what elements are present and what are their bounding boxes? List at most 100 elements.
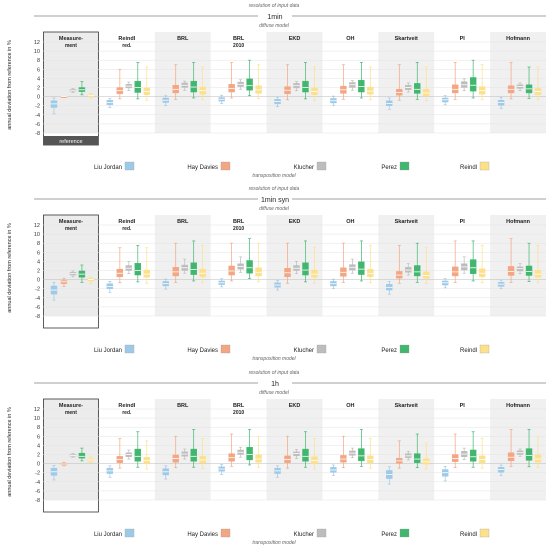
box bbox=[507, 266, 515, 276]
y-tick-label: -8 bbox=[35, 498, 40, 504]
box bbox=[414, 453, 421, 463]
legend-label: Perez bbox=[381, 348, 397, 354]
diffuse-model-label: BRL bbox=[233, 219, 245, 225]
legend-label: Hay Davies bbox=[187, 532, 218, 538]
box bbox=[228, 265, 235, 276]
legend-swatch bbox=[316, 528, 327, 538]
legend-swatch bbox=[220, 344, 231, 354]
legend-swatch bbox=[316, 161, 327, 171]
box bbox=[367, 86, 374, 95]
box bbox=[143, 269, 150, 278]
box bbox=[469, 449, 477, 462]
box bbox=[451, 84, 459, 94]
y-tick-label: 12 bbox=[34, 223, 40, 229]
diffuse-model-label: Reindl bbox=[118, 219, 135, 225]
y-tick-label: 10 bbox=[34, 416, 40, 422]
legend-label: Liu Jordan bbox=[94, 165, 122, 171]
diffuse-label: diffuse model bbox=[259, 206, 290, 212]
box bbox=[423, 458, 430, 465]
y-tick-label: -8 bbox=[35, 131, 40, 137]
diffuse-model-label: BRL bbox=[233, 403, 245, 409]
diffuse-model-sublabel: ment bbox=[65, 410, 77, 416]
diffuse-model-sublabel: ment bbox=[65, 43, 77, 49]
legend-label: Klucher bbox=[294, 348, 314, 354]
box bbox=[134, 263, 142, 276]
box bbox=[246, 447, 253, 461]
box bbox=[451, 454, 459, 462]
box bbox=[134, 80, 142, 93]
legend-label: Klucher bbox=[294, 165, 314, 171]
chart-title: 1min bbox=[267, 14, 282, 21]
diffuse-model-label: OH bbox=[346, 403, 354, 409]
diffuse-model-label: Reindl bbox=[118, 403, 135, 409]
column-shade bbox=[43, 399, 99, 500]
reference-frame bbox=[43, 398, 99, 513]
y-tick-label: 0 bbox=[37, 462, 40, 468]
y-tick-label: -8 bbox=[35, 314, 40, 320]
legend-swatch bbox=[220, 528, 231, 538]
box bbox=[469, 77, 477, 92]
column-shade bbox=[378, 215, 435, 316]
box bbox=[358, 448, 365, 462]
y-axis-label: annual deviation from reference in % bbox=[7, 223, 13, 313]
box bbox=[190, 448, 197, 462]
box bbox=[507, 452, 515, 462]
transposition-label: transposition model bbox=[252, 173, 296, 179]
y-tick-label: 4 bbox=[37, 76, 40, 82]
legend-swatch bbox=[124, 344, 135, 354]
y-tick-label: 6 bbox=[37, 67, 40, 73]
diffuse-model-label: EKD bbox=[289, 36, 301, 42]
legend-label: Reindl bbox=[460, 165, 477, 171]
column-shade bbox=[43, 32, 99, 133]
column-shade bbox=[490, 215, 546, 316]
box bbox=[367, 268, 374, 278]
legend-swatch bbox=[124, 161, 135, 171]
y-tick-label: 12 bbox=[34, 407, 40, 413]
column-shade bbox=[154, 399, 211, 500]
column-shade bbox=[266, 399, 323, 500]
diffuse-model-label: Measure- bbox=[59, 219, 83, 225]
resolution-label: resolution of input data bbox=[249, 370, 300, 376]
column-shade bbox=[154, 32, 211, 133]
legend-label: Perez bbox=[381, 532, 397, 538]
diffuse-model-label: BRL bbox=[177, 36, 189, 42]
diffuse-model-label: Measure- bbox=[59, 403, 83, 409]
diffuse-model-sublabel: red. bbox=[122, 226, 132, 232]
y-tick-label: 0 bbox=[37, 95, 40, 101]
resolution-label: resolution of input data bbox=[249, 3, 300, 9]
box bbox=[358, 261, 365, 275]
transposition-label: transposition model bbox=[252, 540, 296, 546]
y-tick-label: 2 bbox=[37, 86, 40, 92]
diffuse-label: diffuse model bbox=[259, 390, 290, 396]
diffuse-model-label: Skartveit bbox=[395, 219, 418, 225]
y-tick-label: 12 bbox=[34, 40, 40, 46]
box bbox=[423, 89, 430, 96]
legend-label: Hay Davies bbox=[187, 165, 218, 171]
y-tick-label: 2 bbox=[37, 269, 40, 275]
chart-panel-3: resolution of input data 1h diffuse model -… bbox=[7, 370, 546, 546]
y-tick-label: 0 bbox=[37, 278, 40, 284]
y-tick-label: -4 bbox=[35, 113, 40, 119]
chart-title: 1min syn bbox=[261, 197, 289, 204]
box bbox=[423, 271, 430, 279]
diffuse-model-label: Skartveit bbox=[395, 403, 418, 409]
chart-panel-1: resolution of input data 1min diffuse mode… bbox=[7, 3, 546, 179]
legend-label: Reindl bbox=[460, 348, 477, 354]
y-tick-label: 10 bbox=[34, 232, 40, 238]
diffuse-model-sublabel: 2010 bbox=[233, 410, 244, 416]
legend-label: Hay Davies bbox=[187, 348, 218, 354]
y-tick-label: -6 bbox=[35, 122, 40, 128]
diffuse-model-label: Hofmann bbox=[506, 219, 530, 225]
box bbox=[451, 266, 459, 277]
transposition-label: transposition model bbox=[252, 356, 296, 362]
legend-swatch bbox=[479, 528, 490, 538]
box bbox=[478, 268, 486, 278]
diffuse-model-label: OH bbox=[346, 36, 354, 42]
resolution-label: resolution of input data bbox=[249, 186, 300, 192]
reference-bar bbox=[43, 136, 99, 145]
legend-label: Klucher bbox=[294, 532, 314, 538]
legend-swatch bbox=[220, 161, 231, 171]
box bbox=[134, 448, 142, 462]
column-shade bbox=[378, 399, 435, 500]
